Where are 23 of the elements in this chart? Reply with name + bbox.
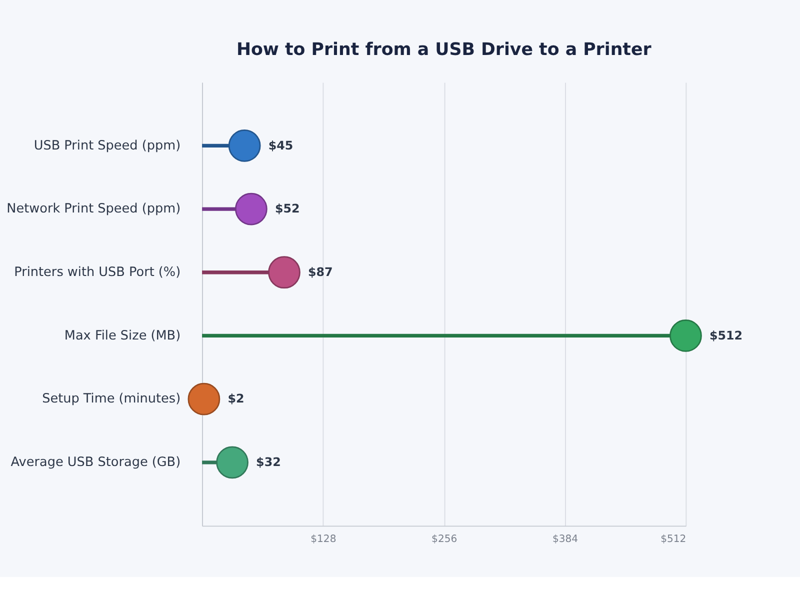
point xyxy=(216,446,248,479)
point xyxy=(188,382,220,416)
y-tick-label: Max File Size (MB) xyxy=(64,328,181,344)
x-tick-label: $256 xyxy=(432,534,458,545)
y-tick-label: Average USB Storage (GB) xyxy=(10,455,181,470)
data-label: $2 xyxy=(228,392,244,406)
data-label: $512 xyxy=(709,328,743,342)
y-tick-label: Network Print Speed (ppm) xyxy=(6,202,181,217)
data-label: $87 xyxy=(308,265,333,280)
y-tick-label: Setup Time (minutes) xyxy=(42,392,181,407)
x-tick-label: $384 xyxy=(552,534,578,545)
chart-title: How to Print from a USB Drive to a Printer xyxy=(236,40,652,60)
point xyxy=(268,256,300,289)
data-label: $52 xyxy=(274,202,300,216)
point xyxy=(234,192,268,226)
y-tick-label: Printers with USB Port (%) xyxy=(14,265,181,280)
data-label: $45 xyxy=(268,138,294,152)
x-tick-label: $512 xyxy=(660,534,686,545)
point xyxy=(228,130,261,162)
x-tick-label: $128 xyxy=(310,534,336,545)
data-label: $32 xyxy=(256,455,281,470)
y-tick-label: USB Print Speed (ppm) xyxy=(34,138,181,154)
point xyxy=(670,320,702,352)
